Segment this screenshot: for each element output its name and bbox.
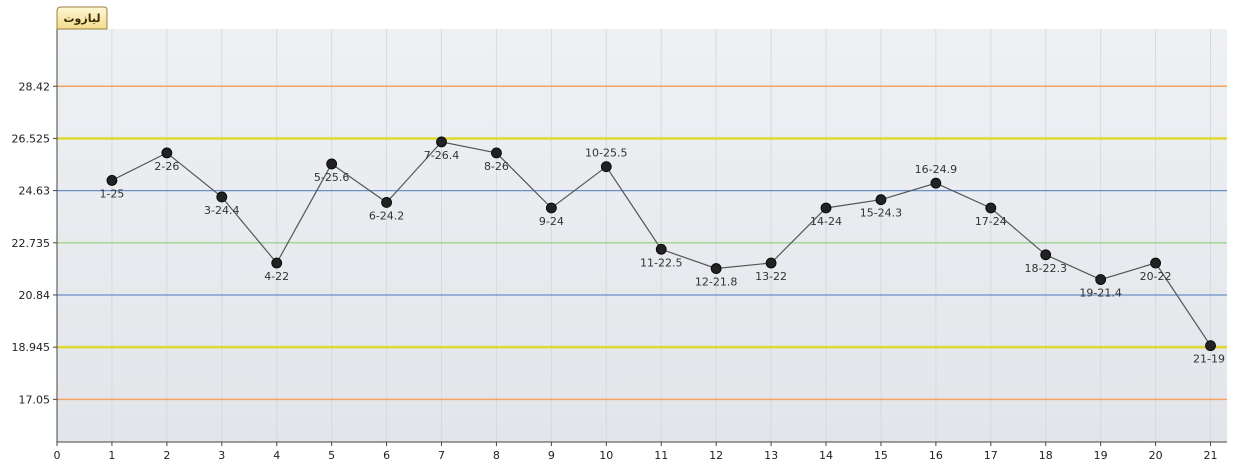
data-label-3: 3-24.4 (204, 204, 239, 217)
x-tick-label-19: 19 (1094, 449, 1108, 462)
axis-ticks: 28.42 26.525 24.63 22.735 20.84 18.945 17.05 0 1… (12, 80, 1218, 462)
data-point-4[interactable] (271, 257, 283, 269)
series-line (106, 136, 1216, 352)
x-tick-label-18: 18 (1039, 449, 1053, 462)
y-tick-label-2: 24.63 (19, 185, 51, 198)
data-point-10[interactable] (600, 161, 612, 173)
y-tick-label-6: 17.05 (19, 393, 51, 406)
data-label-11: 11-22.5 (640, 256, 682, 269)
x-tick-label-12: 12 (709, 449, 723, 462)
y-tick-label-0: 28.42 (19, 80, 51, 93)
plot-area (57, 29, 1227, 442)
y-tick-label-4: 20.84 (19, 289, 51, 302)
x-tick-label-16: 16 (929, 449, 943, 462)
data-point-21[interactable] (1205, 340, 1216, 352)
tab-shape[interactable] (56, 6, 108, 30)
data-label-5: 5-25.6 (314, 171, 349, 184)
y-tick-label-1: 26.525 (12, 132, 51, 145)
y-tick-label-5: 18.945 (12, 341, 51, 354)
x-tick-label-7: 7 (438, 449, 445, 462)
x-tick-label-8: 8 (493, 449, 500, 462)
data-point-3[interactable] (216, 191, 228, 203)
x-tick-label-1: 1 (108, 449, 115, 462)
data-label-14: 14-24 (810, 215, 842, 228)
x-tick-label-9: 9 (548, 449, 555, 462)
data-point-6[interactable] (381, 197, 392, 208)
data-label-8: 8-26 (484, 160, 509, 173)
data-point-2[interactable] (161, 147, 173, 159)
x-tick-label-17: 17 (984, 449, 998, 462)
data-point-13[interactable] (765, 257, 777, 269)
x-tick-label-0: 0 (54, 449, 61, 462)
data-label-20: 20-22 (1140, 270, 1172, 283)
data-point-20[interactable] (1150, 257, 1161, 269)
data-label-2: 2-26 (154, 160, 179, 173)
data-label-21: 21-19 (1193, 353, 1225, 366)
data-point-15[interactable] (875, 194, 887, 206)
grid-lines (111, 29, 1212, 442)
x-tick-label-21: 21 (1204, 449, 1218, 462)
data-label-1: 1-25 (99, 187, 124, 200)
data-label-10: 10-25.5 (585, 147, 627, 160)
x-tick-label-15: 15 (874, 449, 888, 462)
x-tick-label-11: 11 (654, 449, 668, 462)
data-point-14[interactable] (820, 202, 832, 214)
data-label-16: 16-24.9 (915, 163, 957, 176)
data-label-17: 17-24 (975, 215, 1007, 228)
x-tick-label-13: 13 (764, 449, 778, 462)
x-tick-label-2: 2 (163, 449, 170, 462)
data-label-18: 18-22.3 (1024, 262, 1066, 275)
x-tick-label-4: 4 (273, 449, 280, 462)
data-point-8[interactable] (491, 147, 502, 159)
data-labels: 1-25 2-26 3-24.4 4-22 5-25.6 6-24.2 7-26.4 8-26… (99, 147, 1225, 366)
data-label-7: 7-26.4 (424, 149, 459, 162)
y-tick-label-3: 22.735 (12, 237, 51, 250)
data-label-15: 15-24.3 (860, 207, 902, 220)
data-point-7[interactable] (436, 136, 447, 148)
data-point-16[interactable] (930, 177, 942, 189)
data-label-12: 12-21.8 (695, 276, 737, 289)
tab[interactable]: لیازوت (56, 6, 108, 30)
data-point-17[interactable] (985, 202, 997, 214)
data-point-12[interactable] (710, 263, 722, 274)
data-point-5[interactable] (326, 158, 338, 170)
x-tick-label-5: 5 (328, 449, 335, 462)
x-tick-label-14: 14 (819, 449, 833, 462)
x-tick-label-10: 10 (599, 449, 613, 462)
data-point-19[interactable] (1095, 274, 1107, 285)
x-tick-label-6: 6 (383, 449, 390, 462)
data-label-13: 13-22 (755, 270, 787, 283)
data-point-9[interactable] (545, 202, 557, 214)
data-label-6: 6-24.2 (369, 209, 404, 222)
data-point-1[interactable] (106, 175, 118, 186)
tab-label[interactable]: لیازوت (64, 12, 101, 25)
x-tick-label-3: 3 (218, 449, 225, 462)
data-label-4: 4-22 (264, 270, 289, 283)
data-label-9: 9-24 (539, 215, 564, 228)
data-point-18[interactable] (1040, 249, 1052, 261)
data-point-11[interactable] (655, 243, 667, 255)
x-tick-label-20: 20 (1149, 449, 1163, 462)
data-label-19: 19-21.4 (1079, 287, 1121, 300)
